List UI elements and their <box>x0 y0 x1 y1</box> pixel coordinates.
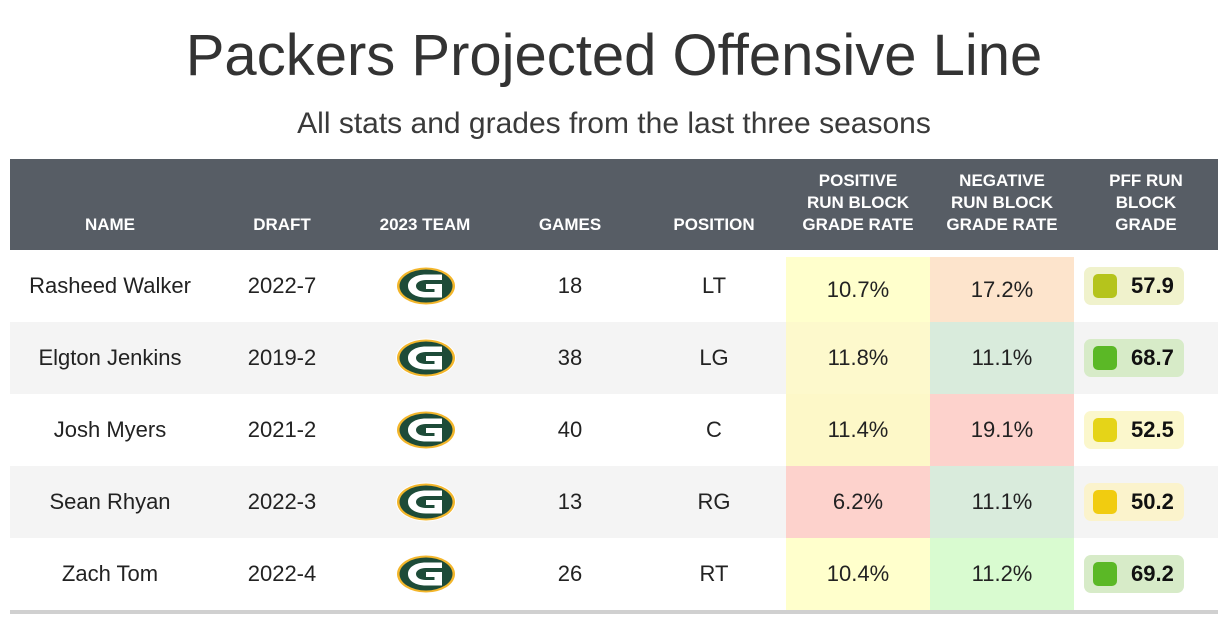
draft-value: 2021-2 <box>247 417 317 442</box>
packers-g-logo-svg <box>396 266 456 306</box>
grade-color-marker <box>1093 346 1117 370</box>
grade-value: 52.5 <box>1131 417 1174 442</box>
table-row: Josh Myers 2021-2 40 C 11.4% 19.1% 52.5 <box>10 394 1218 466</box>
grade-color-marker <box>1093 274 1117 298</box>
grade-pill: 69.2 <box>1084 555 1184 593</box>
games-value: 38 <box>557 345 583 370</box>
packers-g-logo-svg <box>396 410 456 450</box>
grade-pill: 50.2 <box>1084 483 1184 521</box>
draft-value: 2019-2 <box>247 345 317 370</box>
positive-rate-value: 11.8% <box>786 322 930 394</box>
player-name: Josh Myers <box>53 417 167 442</box>
table-row: Rasheed Walker 2022-7 18 LT 10.7% 17.2% 57.9 <box>10 250 1218 322</box>
draft-value: 2022-4 <box>247 561 317 586</box>
table-row: Zach Tom 2022-4 26 RT 10.4% 11.2% 69.2 <box>10 538 1218 610</box>
grade-pill: 68.7 <box>1084 339 1184 377</box>
positive-rate-value: 10.4% <box>786 538 930 610</box>
stats-table: NAME DRAFT 2023 TEAM GAMES POSITION POSI… <box>10 159 1218 614</box>
position-value: LG <box>699 345 729 370</box>
positive-rate-value: 6.2% <box>786 466 930 538</box>
games-value: 13 <box>557 489 583 514</box>
draft-value: 2022-3 <box>247 489 317 514</box>
negative-rate-value: 11.1% <box>930 322 1074 394</box>
table-body: Rasheed Walker 2022-7 18 LT 10.7% 17.2% 57.9 El… <box>10 250 1218 610</box>
grade-value: 57.9 <box>1131 273 1174 298</box>
packers-g-logo-svg <box>396 338 456 378</box>
packers-logo-icon <box>395 394 457 466</box>
table-bottom-rule <box>10 610 1218 614</box>
grade-value: 68.7 <box>1131 345 1174 370</box>
negative-rate-value: 11.1% <box>930 466 1074 538</box>
positive-rate-value: 10.7% <box>786 257 930 322</box>
header-negative-rate: NEGATIVE RUN BLOCK GRADE RATE <box>946 171 1058 234</box>
header-positive-rate: POSITIVE RUN BLOCK GRADE RATE <box>802 171 914 234</box>
header-games: GAMES <box>538 215 602 234</box>
header-team: 2023 TEAM <box>379 215 471 234</box>
packers-logo-icon <box>395 322 457 394</box>
packers-logo-icon <box>395 538 457 610</box>
grade-color-marker <box>1093 418 1117 442</box>
packers-g-logo-svg <box>396 482 456 522</box>
games-value: 18 <box>557 273 583 298</box>
grade-pill: 52.5 <box>1084 411 1184 449</box>
position-value: RG <box>697 489 731 514</box>
table-header: NAME DRAFT 2023 TEAM GAMES POSITION POSI… <box>10 159 1218 250</box>
negative-rate-value: 19.1% <box>930 394 1074 466</box>
games-value: 40 <box>557 417 583 442</box>
packers-logo-icon <box>395 250 457 322</box>
player-name: Zach Tom <box>61 561 159 586</box>
player-name: Rasheed Walker <box>29 273 191 298</box>
positive-rate-value: 11.4% <box>786 394 930 466</box>
player-name: Sean Rhyan <box>49 489 171 514</box>
table-row: Elgton Jenkins 2019-2 38 LG 11.8% 11.1% 68.7 <box>10 322 1218 394</box>
position-value: C <box>706 417 722 442</box>
chart-title: Packers Projected Offensive Line <box>185 23 1043 88</box>
position-value: RT <box>699 561 729 586</box>
position-value: LT <box>701 273 727 298</box>
header-position: POSITION <box>673 215 755 234</box>
negative-rate-value: 11.2% <box>930 538 1074 610</box>
grade-color-marker <box>1093 490 1117 514</box>
grade-value: 50.2 <box>1131 489 1174 514</box>
chart-subtitle: All stats and grades from the last three… <box>297 107 931 140</box>
grade-color-marker <box>1093 562 1117 586</box>
grade-pill: 57.9 <box>1084 267 1184 305</box>
negative-rate-value: 17.2% <box>930 257 1074 322</box>
grade-value: 69.2 <box>1131 561 1174 586</box>
table-row: Sean Rhyan 2022-3 13 RG 6.2% 11.1% 50.2 <box>10 466 1218 538</box>
packers-logo-icon <box>395 466 457 538</box>
games-value: 26 <box>557 561 583 586</box>
header-grade: PFF RUN BLOCK GRADE <box>1109 171 1183 234</box>
player-name: Elgton Jenkins <box>38 345 182 370</box>
header-name: NAME <box>84 215 136 234</box>
draft-value: 2022-7 <box>247 273 317 298</box>
packers-g-logo-svg <box>396 554 456 594</box>
header-draft: DRAFT <box>253 215 311 234</box>
